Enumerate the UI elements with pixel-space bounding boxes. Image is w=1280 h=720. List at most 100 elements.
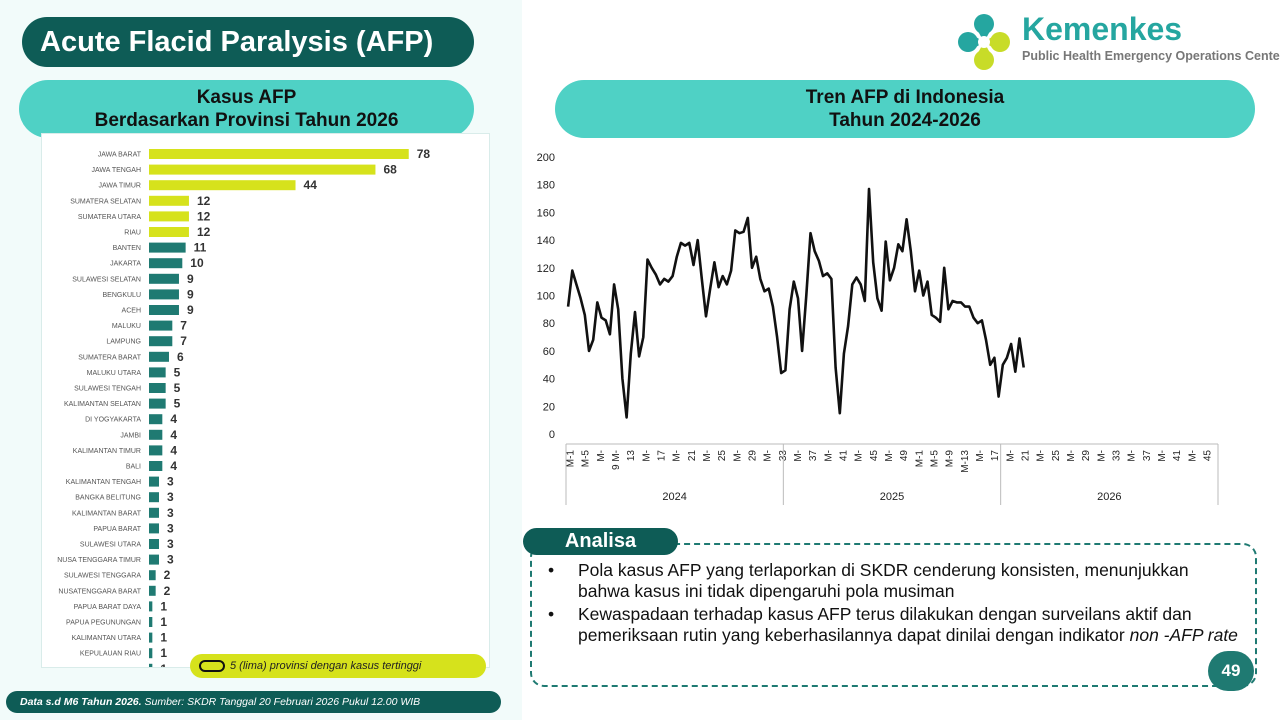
bar-value: 12 bbox=[197, 194, 211, 208]
bar bbox=[149, 523, 159, 534]
bar bbox=[149, 414, 163, 425]
bar-value: 4 bbox=[170, 459, 177, 473]
bar-value: 9 bbox=[187, 303, 194, 317]
bar-value: 9 bbox=[187, 287, 194, 301]
bar bbox=[149, 258, 183, 269]
x-tick-label: M- bbox=[763, 450, 774, 462]
bar-label: SULAWESI SELATAN bbox=[72, 276, 141, 283]
bar-value: 2 bbox=[164, 568, 171, 582]
legend-text: 5 (lima) provinsi dengan kasus tertinggi bbox=[230, 660, 422, 672]
afp-series-line bbox=[566, 187, 1025, 419]
y-tick-label: 100 bbox=[537, 291, 555, 303]
x-tick-label: M-1 bbox=[914, 450, 925, 468]
x-tick-label: 33 bbox=[1111, 450, 1122, 462]
kemenkes-logo-icon bbox=[958, 14, 1010, 70]
bar-label: JAMBI bbox=[120, 432, 141, 439]
bar bbox=[149, 539, 159, 549]
bar-label: KALIMANTAN SELATAN bbox=[64, 401, 141, 408]
bar-value: 12 bbox=[197, 209, 211, 223]
bar-value: 1 bbox=[160, 646, 167, 660]
bar-value: 3 bbox=[167, 475, 174, 489]
y-tick-label: 180 bbox=[537, 180, 555, 192]
x-tick-label: M- bbox=[793, 450, 804, 462]
bar-value: 3 bbox=[167, 521, 174, 535]
line-chart-header-line1: Tren AFP di Indonesia bbox=[805, 87, 1005, 108]
bar-chart-header: Kasus AFP Berdasarkan Provinsi Tahun 202… bbox=[19, 80, 474, 138]
bar bbox=[149, 180, 296, 191]
bar bbox=[149, 273, 179, 284]
analisa-point-1: Pola kasus AFP yang terlaporkan di SKDR … bbox=[548, 560, 1238, 602]
bar-label: ACEH bbox=[122, 308, 141, 315]
x-tick-label: 49 bbox=[899, 450, 910, 462]
bar bbox=[149, 242, 186, 253]
bar-label: RIAU bbox=[124, 230, 141, 237]
bar bbox=[149, 554, 159, 565]
footer-bold: Data s.d M6 Tahun 2026. bbox=[20, 696, 142, 708]
bar-label: PAPUA BARAT DAYA bbox=[74, 604, 142, 611]
x-tick-label: M-9 bbox=[945, 450, 956, 468]
x-tick-label: 17 bbox=[657, 450, 668, 462]
x-tick-label: M- bbox=[975, 450, 986, 462]
bar-value: 6 bbox=[177, 350, 184, 364]
x-tick-label: M- bbox=[702, 450, 713, 462]
bar bbox=[149, 648, 153, 659]
analisa-title: Analisa bbox=[523, 528, 678, 555]
bar-value: 2 bbox=[164, 584, 171, 598]
bar-label: SUMATERA BARAT bbox=[78, 354, 141, 361]
year-group-label: 2026 bbox=[1097, 491, 1121, 503]
x-tick-label: M- bbox=[1187, 450, 1198, 462]
x-tick-label: M- bbox=[1096, 450, 1107, 462]
bar-label: JAWA TENGAH bbox=[91, 167, 141, 174]
bar bbox=[149, 461, 163, 471]
bar bbox=[149, 663, 153, 674]
analisa-box bbox=[530, 543, 1257, 687]
bar bbox=[149, 289, 179, 300]
bar-value: 9 bbox=[187, 272, 194, 286]
bar-value: 10 bbox=[190, 256, 204, 270]
x-tick-label: M- bbox=[672, 450, 683, 462]
x-tick-label: M- bbox=[1005, 450, 1016, 462]
x-tick-label: 29 bbox=[1081, 450, 1092, 462]
bar-label: NUSATENGGARA BARAT bbox=[58, 588, 141, 595]
bar-value: 4 bbox=[170, 428, 177, 442]
bar bbox=[149, 195, 189, 206]
x-tick-label: 13 bbox=[626, 450, 637, 462]
x-tick-label: 17 bbox=[990, 450, 1001, 462]
bar bbox=[149, 585, 156, 596]
bar bbox=[149, 351, 169, 362]
page-number: 49 bbox=[1208, 651, 1254, 691]
bar-label: LAMPUNG bbox=[106, 339, 141, 346]
bar-value: 3 bbox=[167, 537, 174, 551]
line-chart-header-line2: Tahun 2024-2026 bbox=[829, 110, 981, 131]
bar bbox=[149, 211, 189, 222]
bar bbox=[149, 320, 173, 331]
bar-value: 5 bbox=[174, 397, 181, 411]
bar-value: 3 bbox=[167, 490, 174, 504]
bar-value: 4 bbox=[170, 443, 177, 457]
analisa-point-2-text: Kewaspadaan terhadap kasus AFP terus dil… bbox=[578, 604, 1192, 645]
bar-label: BANGKA BELITUNG bbox=[75, 495, 141, 502]
x-tick-label: 21 bbox=[687, 450, 698, 462]
bar-label: SULAWESI TENGAH bbox=[74, 386, 141, 393]
x-tick-label: M- bbox=[732, 450, 743, 462]
bar-label: MALUKU bbox=[112, 323, 141, 330]
y-tick-label: 80 bbox=[543, 318, 555, 330]
kemenkes-logo: Kemenkes Public Health Emergency Operati… bbox=[952, 10, 1280, 74]
bar-label: KEPULAUAN RIAU bbox=[80, 651, 141, 658]
x-tick-label: M- bbox=[854, 450, 865, 462]
bar-value: 12 bbox=[197, 225, 211, 239]
bar-value: 11 bbox=[194, 241, 207, 255]
x-tick-label: M- bbox=[596, 450, 607, 462]
analisa-point-2: Kewaspadaan terhadap kasus AFP terus dil… bbox=[548, 604, 1238, 646]
bar-value: 5 bbox=[174, 381, 181, 395]
bar-label: NUSA TENGGARA TIMUR bbox=[57, 557, 141, 564]
brand-name: Kemenkes bbox=[1022, 11, 1183, 47]
bar-value: 4 bbox=[170, 412, 177, 426]
bar-label: SULAWESI TENGGARA bbox=[64, 573, 141, 580]
x-tick-label: M-5 bbox=[929, 450, 940, 468]
bar-value: 78 bbox=[417, 147, 431, 161]
bar-chart-header-line2: Berdasarkan Provinsi Tahun 2026 bbox=[94, 110, 399, 131]
bar-value: 3 bbox=[167, 553, 174, 567]
bar-label: KALIMANTAN TIMUR bbox=[73, 448, 141, 455]
bar-value: 7 bbox=[180, 334, 187, 348]
